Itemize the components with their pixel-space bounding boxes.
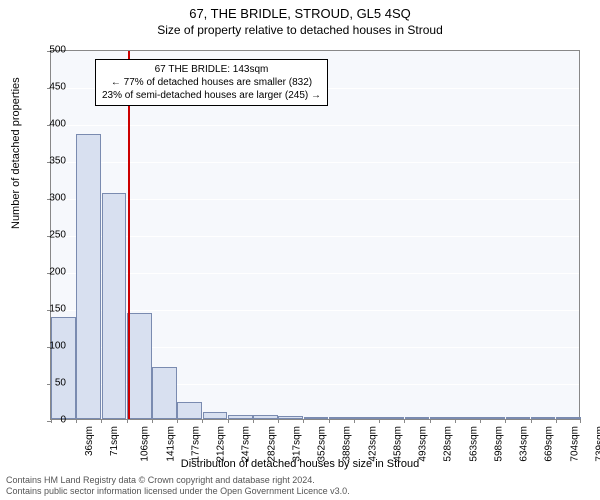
annotation-line: 23% of semi-detached houses are larger (…: [102, 89, 321, 102]
xtick-mark: [202, 419, 203, 423]
histogram-bar: [203, 412, 228, 419]
xtick-mark: [455, 419, 456, 423]
xtick-mark: [51, 419, 52, 423]
histogram-bar: [76, 134, 101, 419]
histogram-bar: [354, 417, 379, 419]
gridline-h: [51, 310, 579, 311]
histogram-bar: [228, 415, 253, 419]
xtick-mark: [76, 419, 77, 423]
ytick-label: 300: [49, 193, 66, 204]
xtick-label: 141sqm: [165, 426, 176, 462]
ytick-label: 100: [49, 341, 66, 352]
xtick-mark: [127, 419, 128, 423]
footer-line-2: Contains public sector information licen…: [6, 486, 350, 497]
histogram-bar: [531, 417, 556, 419]
xtick-label: 36sqm: [84, 426, 95, 456]
xtick-label: 634sqm: [519, 426, 530, 462]
annotation-line: 67 THE BRIDLE: 143sqm: [102, 63, 321, 76]
ytick-label: 50: [55, 378, 66, 389]
xtick-label: 177sqm: [191, 426, 202, 462]
ytick-label: 500: [49, 45, 66, 56]
histogram-bar: [304, 417, 329, 419]
gridline-h: [51, 273, 579, 274]
histogram-bar: [405, 417, 430, 419]
xtick-label: 106sqm: [140, 426, 151, 462]
xtick-label: 563sqm: [468, 426, 479, 462]
histogram-bar: [506, 417, 531, 419]
histogram-bar: [102, 193, 127, 419]
xtick-label: 458sqm: [392, 426, 403, 462]
histogram-bar: [480, 417, 505, 419]
gridline-h: [51, 236, 579, 237]
xtick-mark: [379, 419, 380, 423]
xtick-mark: [253, 419, 254, 423]
xtick-mark: [354, 419, 355, 423]
xtick-label: 739sqm: [594, 426, 600, 462]
xtick-label: 669sqm: [544, 426, 555, 462]
xtick-label: 423sqm: [367, 426, 378, 462]
xtick-mark: [278, 419, 279, 423]
xtick-mark: [152, 419, 153, 423]
gridline-h: [51, 199, 579, 200]
annotation-box: 67 THE BRIDLE: 143sqm← 77% of detached h…: [95, 59, 328, 106]
xtick-mark: [505, 419, 506, 423]
histogram-bar: [430, 417, 455, 419]
annotation-line: ← 77% of detached houses are smaller (83…: [102, 76, 321, 89]
histogram-bar: [152, 367, 177, 419]
histogram-bar: [455, 417, 480, 419]
chart-area: 67 THE BRIDLE: 143sqm← 77% of detached h…: [50, 50, 580, 420]
xtick-label: 212sqm: [216, 426, 227, 462]
ytick-label: 350: [49, 156, 66, 167]
xtick-mark: [303, 419, 304, 423]
xtick-mark: [430, 419, 431, 423]
xtick-mark: [480, 419, 481, 423]
y-axis-label: Number of detached properties: [10, 77, 22, 229]
xtick-label: 493sqm: [418, 426, 429, 462]
xtick-mark: [556, 419, 557, 423]
xtick-mark: [177, 419, 178, 423]
ytick-label: 0: [60, 415, 66, 426]
plot-region: 67 THE BRIDLE: 143sqm← 77% of detached h…: [50, 50, 580, 420]
xtick-mark: [404, 419, 405, 423]
xtick-label: 282sqm: [266, 426, 277, 462]
footer-line-1: Contains HM Land Registry data © Crown c…: [6, 475, 350, 486]
xtick-label: 247sqm: [241, 426, 252, 462]
xtick-label: 528sqm: [443, 426, 454, 462]
ytick-label: 450: [49, 82, 66, 93]
chart-container: 67, THE BRIDLE, STROUD, GL5 4SQ Size of …: [0, 0, 600, 500]
xtick-mark: [531, 419, 532, 423]
xtick-label: 317sqm: [291, 426, 302, 462]
xtick-mark: [101, 419, 102, 423]
xtick-label: 388sqm: [342, 426, 353, 462]
xtick-label: 598sqm: [493, 426, 504, 462]
gridline-h: [51, 162, 579, 163]
xtick-mark: [580, 419, 581, 423]
xtick-mark: [329, 419, 330, 423]
ytick-label: 400: [49, 119, 66, 130]
xtick-label: 352sqm: [317, 426, 328, 462]
histogram-bar: [556, 417, 581, 419]
histogram-bar: [177, 402, 202, 419]
gridline-h: [51, 125, 579, 126]
xtick-label: 71sqm: [109, 426, 120, 456]
chart-subtitle: Size of property relative to detached ho…: [0, 21, 600, 37]
ytick-label: 250: [49, 230, 66, 241]
xtick-label: 704sqm: [569, 426, 580, 462]
histogram-bar: [278, 416, 303, 419]
histogram-bar: [379, 417, 404, 419]
xtick-mark: [228, 419, 229, 423]
histogram-bar: [127, 313, 152, 419]
marker-line: [128, 51, 130, 419]
ytick-label: 150: [49, 304, 66, 315]
footer-attribution: Contains HM Land Registry data © Crown c…: [6, 475, 350, 497]
histogram-bar: [329, 417, 354, 419]
histogram-bar: [253, 415, 278, 419]
histogram-bar: [51, 317, 76, 419]
chart-title: 67, THE BRIDLE, STROUD, GL5 4SQ: [0, 0, 600, 21]
ytick-label: 200: [49, 267, 66, 278]
